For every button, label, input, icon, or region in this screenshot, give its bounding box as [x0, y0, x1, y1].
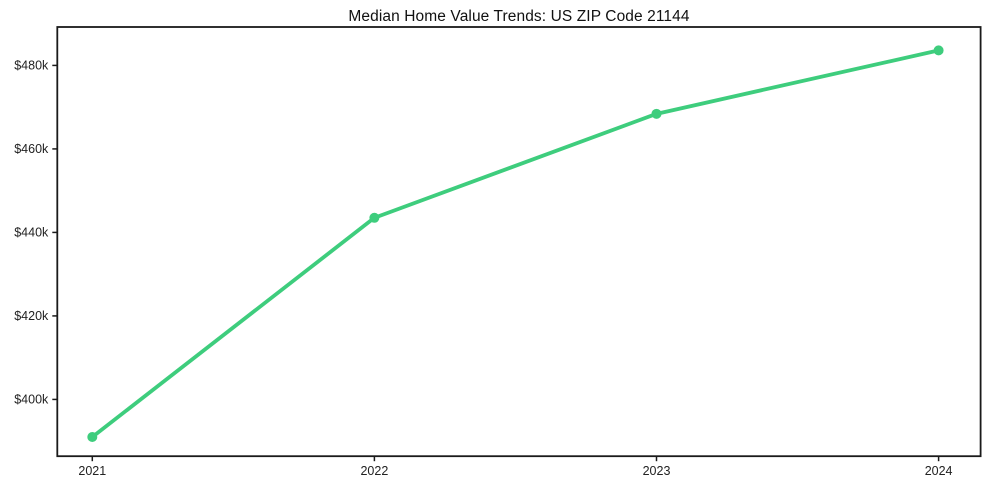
y-tick-label: $480k: [14, 59, 49, 73]
y-tick-label: $460k: [14, 142, 49, 156]
x-tick-label: 2022: [360, 464, 388, 478]
x-tick-label: 2023: [643, 464, 671, 478]
y-tick-label: $420k: [14, 309, 49, 323]
data-point-marker: [87, 431, 98, 442]
y-tick-label: $400k: [14, 393, 49, 407]
x-tick-label: 2021: [78, 464, 106, 478]
data-point-marker: [933, 45, 944, 56]
chart-title: Median Home Value Trends: US ZIP Code 21…: [348, 8, 690, 25]
plot-border: [56, 26, 982, 458]
data-point-marker: [369, 212, 380, 223]
data-point-marker: [651, 108, 662, 119]
trend-line: [90, 48, 941, 439]
x-tick-label: 2024: [925, 464, 953, 478]
y-tick-label: $440k: [14, 226, 49, 240]
